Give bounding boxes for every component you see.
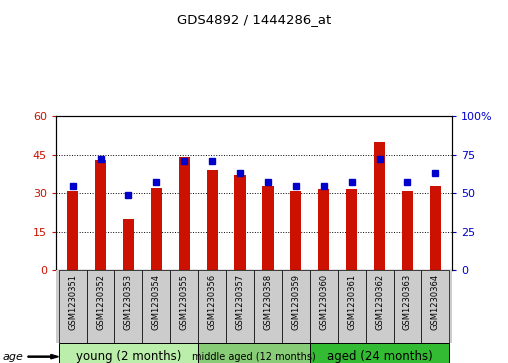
Text: middle aged (12 months): middle aged (12 months) (192, 352, 316, 362)
Bar (310, 270, 338, 343)
Text: GSM1230353: GSM1230353 (124, 274, 133, 330)
Bar (226, 270, 254, 343)
Text: GSM1230355: GSM1230355 (180, 274, 189, 330)
Bar (58, 343, 198, 363)
Bar (67, 191, 78, 270)
Bar (170, 270, 198, 343)
Bar (142, 270, 170, 343)
Bar (338, 270, 366, 343)
Bar (235, 175, 246, 270)
Bar (254, 270, 282, 343)
Bar (374, 142, 385, 270)
Text: GSM1230364: GSM1230364 (431, 274, 440, 330)
Text: GSM1230363: GSM1230363 (403, 274, 412, 330)
Bar (422, 270, 450, 343)
Text: GSM1230361: GSM1230361 (347, 274, 356, 330)
Text: GSM1230362: GSM1230362 (375, 274, 384, 330)
Bar (402, 191, 413, 270)
Text: GSM1230354: GSM1230354 (152, 274, 161, 330)
Text: GSM1230358: GSM1230358 (264, 274, 272, 330)
Bar (198, 270, 226, 343)
Bar (366, 270, 394, 343)
Bar (179, 157, 190, 270)
Bar (318, 189, 329, 270)
Text: GSM1230357: GSM1230357 (236, 274, 244, 330)
Bar (95, 160, 106, 270)
Text: GSM1230359: GSM1230359 (292, 274, 300, 330)
Text: GSM1230356: GSM1230356 (208, 274, 216, 330)
Bar (58, 270, 86, 343)
Text: aged (24 months): aged (24 months) (327, 350, 432, 363)
Text: age: age (3, 352, 23, 362)
Bar (346, 189, 357, 270)
Text: GSM1230360: GSM1230360 (319, 274, 328, 330)
Bar (282, 270, 310, 343)
Bar (151, 188, 162, 270)
Text: GSM1230352: GSM1230352 (96, 274, 105, 330)
Bar (310, 343, 450, 363)
Bar (262, 185, 273, 270)
Bar (207, 170, 218, 270)
Bar (198, 343, 310, 363)
Bar (290, 191, 301, 270)
Bar (430, 185, 441, 270)
Text: GDS4892 / 1444286_at: GDS4892 / 1444286_at (177, 13, 331, 26)
Text: young (2 months): young (2 months) (76, 350, 181, 363)
Bar (394, 270, 422, 343)
Bar (123, 219, 134, 270)
Bar (114, 270, 142, 343)
Text: GSM1230351: GSM1230351 (68, 274, 77, 330)
Bar (86, 270, 114, 343)
